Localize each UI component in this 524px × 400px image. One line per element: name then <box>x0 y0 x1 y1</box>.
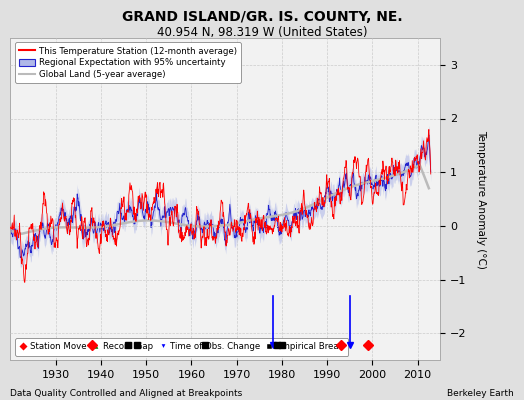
Text: 40.954 N, 98.319 W (United States): 40.954 N, 98.319 W (United States) <box>157 26 367 39</box>
Legend: Station Move, Record Gap, Time of Obs. Change, Empirical Break: Station Move, Record Gap, Time of Obs. C… <box>15 338 348 356</box>
Text: GRAND ISLAND/GR. IS. COUNTY, NE.: GRAND ISLAND/GR. IS. COUNTY, NE. <box>122 10 402 24</box>
Text: Data Quality Controlled and Aligned at Breakpoints: Data Quality Controlled and Aligned at B… <box>10 389 243 398</box>
Text: Berkeley Earth: Berkeley Earth <box>447 389 514 398</box>
Y-axis label: Temperature Anomaly (°C): Temperature Anomaly (°C) <box>476 130 486 268</box>
